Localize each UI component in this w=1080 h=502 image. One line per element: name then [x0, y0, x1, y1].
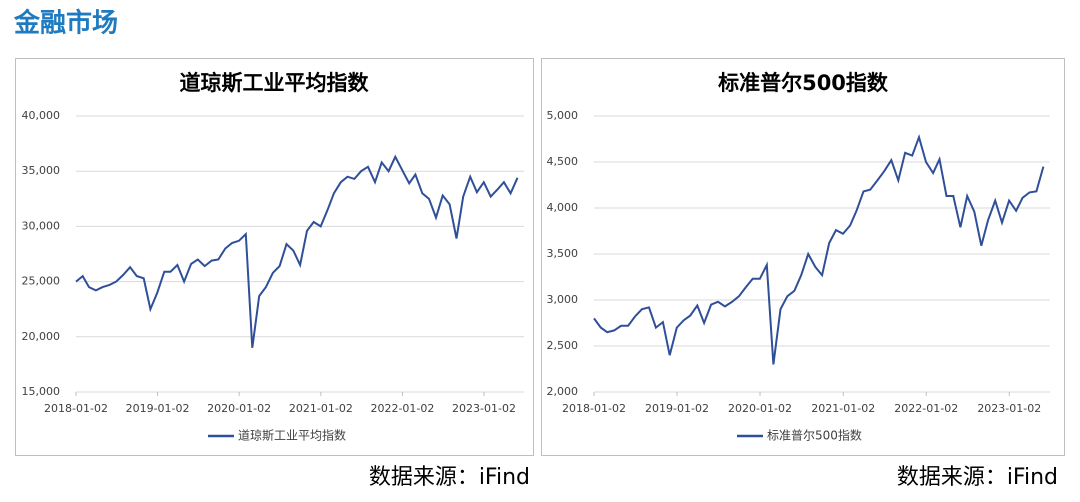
- x-tick-label: 2019-01-02: [126, 402, 190, 415]
- x-tick-label: 2023-01-02: [452, 402, 516, 415]
- y-tick-label: 30,000: [22, 219, 61, 232]
- x-tick-label: 2021-01-02: [811, 402, 875, 415]
- legend-label: 标准普尔500指数: [767, 428, 862, 443]
- source-note: 数据来源：iFind: [369, 465, 530, 490]
- x-tick-label: 2020-01-02: [207, 402, 271, 415]
- legend-label: 道琼斯工业平均指数: [238, 428, 346, 443]
- y-tick-label: 2,500: [547, 339, 579, 352]
- x-tick-label: 2022-01-02: [370, 402, 434, 415]
- chart-title: 标准普尔500指数: [718, 71, 889, 95]
- chart-title: 道琼斯工业平均指数: [180, 71, 370, 95]
- y-tick-label: 20,000: [22, 330, 61, 343]
- y-tick-label: 3,000: [547, 293, 579, 306]
- y-tick-label: 25,000: [22, 275, 61, 288]
- line-series: [593, 133, 1045, 365]
- y-tick-label: 15,000: [22, 385, 61, 398]
- x-tick-label: 2018-01-02: [562, 402, 626, 415]
- x-tick-label: 2021-01-02: [289, 402, 353, 415]
- x-tick-label: 2019-01-02: [645, 402, 709, 415]
- line-series: [75, 154, 519, 348]
- y-tick-label: 4,500: [547, 155, 579, 168]
- y-tick-label: 4,000: [547, 201, 579, 214]
- y-tick-label: 5,000: [547, 109, 579, 122]
- chart-frame: [541, 58, 1065, 456]
- x-tick-label: 2022-01-02: [894, 402, 958, 415]
- x-tick-label: 2018-01-02: [44, 402, 108, 415]
- source-note: 数据来源：iFind: [897, 465, 1058, 490]
- y-tick-label: 2,000: [547, 385, 579, 398]
- y-tick-label: 3,500: [547, 247, 579, 260]
- chart-frame: [15, 58, 534, 456]
- x-tick-label: 2020-01-02: [728, 402, 792, 415]
- y-tick-label: 40,000: [22, 109, 61, 122]
- x-tick-label: 2023-01-02: [977, 402, 1041, 415]
- page-title: 金融市场: [13, 8, 118, 39]
- y-tick-label: 35,000: [22, 164, 61, 177]
